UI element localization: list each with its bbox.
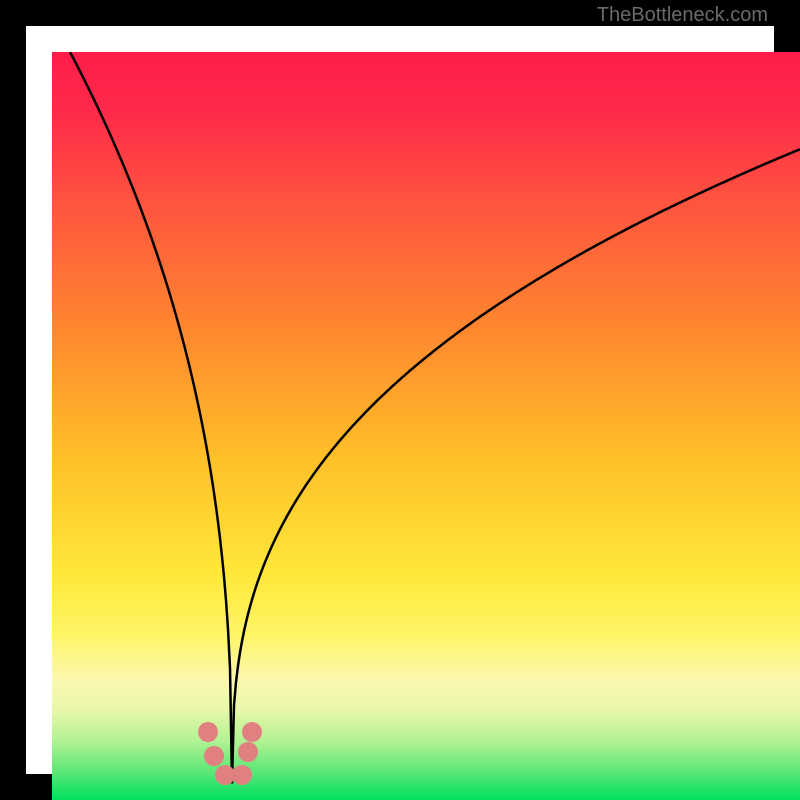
marker-dot <box>198 722 218 742</box>
marker-dot <box>232 765 252 785</box>
chart-frame <box>0 0 800 800</box>
background-gradient <box>52 52 800 800</box>
watermark-text: TheBottleneck.com <box>597 4 768 27</box>
marker-dot <box>204 746 224 766</box>
chart-svg <box>52 52 800 800</box>
marker-dot <box>238 742 258 762</box>
marker-dot <box>242 722 262 742</box>
plot-area <box>52 52 800 800</box>
